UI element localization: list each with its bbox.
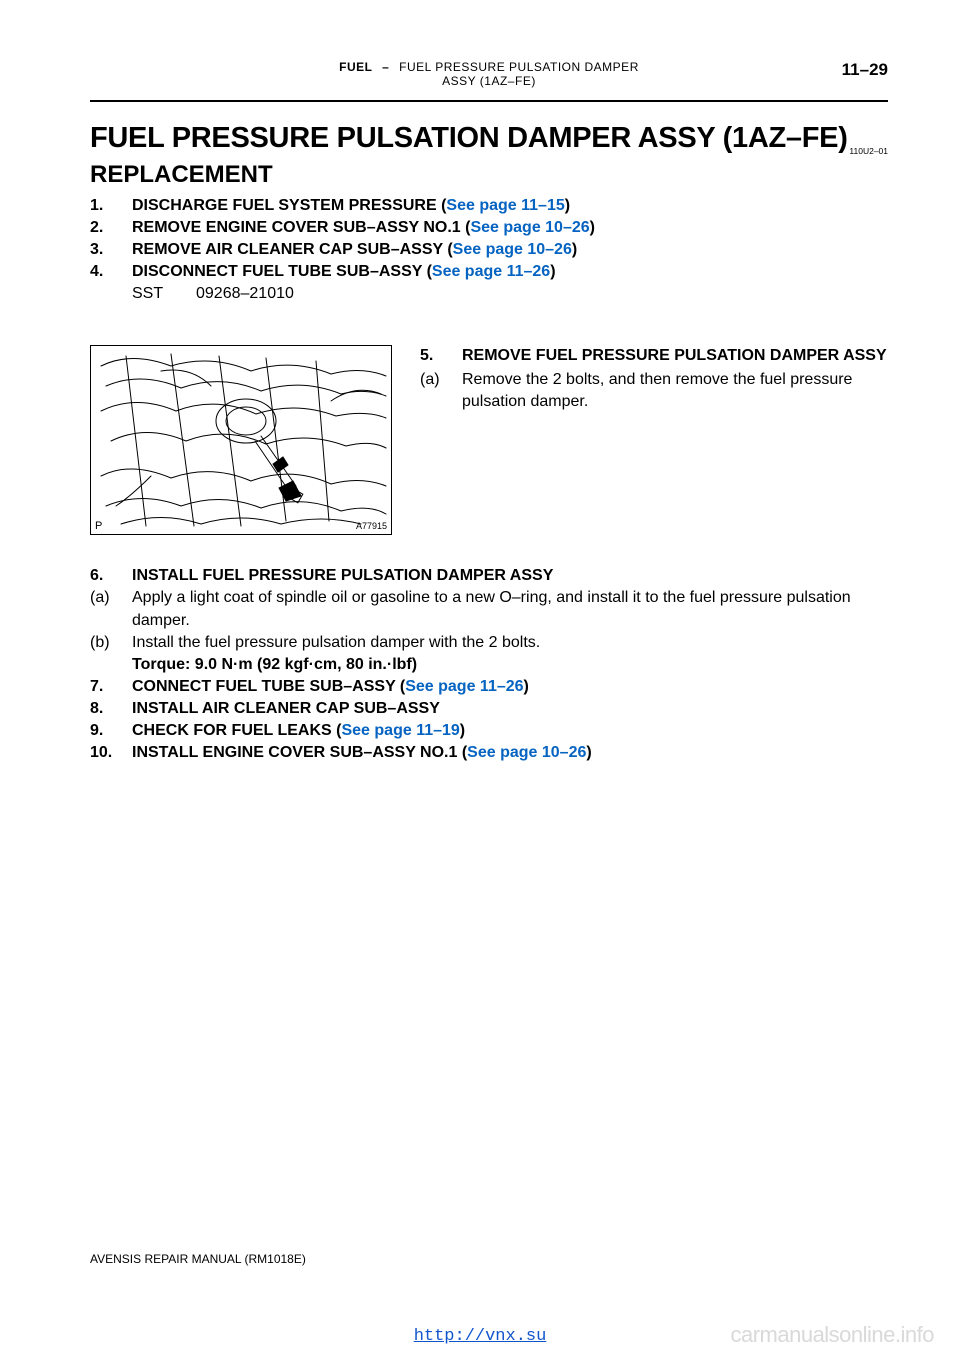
step-6a: (a) Apply a light coat of spindle oil or… — [90, 587, 888, 631]
step-10: 10. INSTALL ENGINE COVER SUB–ASSY NO.1 (… — [90, 742, 888, 764]
step-4: 4. DISCONNECT FUEL TUBE SUB–ASSY (See pa… — [90, 261, 888, 283]
footer-manual-id: AVENSIS REPAIR MANUAL (RM1018E) — [90, 1252, 306, 1266]
top-steps: 1. DISCHARGE FUEL SYSTEM PRESSURE (See p… — [90, 195, 888, 305]
step-2: 2. REMOVE ENGINE COVER SUB–ASSY NO.1 (Se… — [90, 217, 888, 239]
document-code: 110U2–01 — [849, 146, 888, 156]
step-8: 8. INSTALL AIR CLEANER CAP SUB–ASSY — [90, 698, 888, 720]
header-topic-line2: ASSY (1AZ–FE) — [90, 74, 888, 88]
step-4-sst: SST09268–21010 — [90, 283, 888, 305]
link-11-15[interactable]: See page 11–15 — [446, 197, 564, 214]
step-5-title: REMOVE FUEL PRESSURE PULSATION DAMPER AS… — [462, 345, 887, 367]
step-7: 7. CONNECT FUEL TUBE SUB–ASSY (See page … — [90, 676, 888, 698]
sub-title: REPLACEMENT — [90, 161, 888, 189]
header-section: FUEL — [339, 60, 372, 74]
figure-and-step5: P A77915 5. REMOVE FUEL PRESSURE PULSATI… — [90, 345, 888, 535]
step-5: 5. REMOVE FUEL PRESSURE PULSATION DAMPER… — [420, 345, 888, 535]
header-topic-line1: FUEL PRESSURE PULSATION DAMPER — [399, 60, 639, 74]
header-center: FUEL – FUEL PRESSURE PULSATION DAMPER AS… — [90, 60, 888, 88]
figure-p-label: P — [95, 520, 102, 532]
step-1: 1. DISCHARGE FUEL SYSTEM PRESSURE (See p… — [90, 195, 888, 217]
link-11-26-b[interactable]: See page 11–26 — [405, 678, 523, 695]
main-title: FUEL PRESSURE PULSATION DAMPER ASSY (1AZ… — [90, 122, 888, 155]
header-separator: – — [376, 60, 395, 74]
header-rule — [90, 100, 888, 102]
step-3: 3. REMOVE AIR CLEANER CAP SUB–ASSY (See … — [90, 239, 888, 261]
step-6: 6. INSTALL FUEL PRESSURE PULSATION DAMPE… — [90, 565, 888, 587]
link-11-19[interactable]: See page 11–19 — [341, 722, 459, 739]
figure-code: A77915 — [356, 521, 387, 531]
link-10-26-c[interactable]: See page 10–26 — [467, 744, 586, 761]
page-header: FUEL – FUEL PRESSURE PULSATION DAMPER AS… — [90, 60, 888, 96]
link-11-26-a[interactable]: See page 11–26 — [432, 263, 550, 280]
page: FUEL – FUEL PRESSURE PULSATION DAMPER AS… — [0, 0, 960, 1358]
step-5-body: Remove the 2 bolts, and then remove the … — [462, 369, 888, 412]
continuation-steps: 6. INSTALL FUEL PRESSURE PULSATION DAMPE… — [90, 565, 888, 764]
watermark-vnx: http://vnx.su — [414, 1327, 547, 1346]
figure-a77915: P A77915 — [90, 345, 392, 535]
engine-illustration — [91, 346, 391, 534]
step-6b: (b) Install the fuel pressure pulsation … — [90, 632, 888, 654]
watermark-carmanuals: carmanualsonline.info — [730, 1322, 934, 1348]
step-9: 9. CHECK FOR FUEL LEAKS (See page 11–19) — [90, 720, 888, 742]
link-10-26-a[interactable]: See page 10–26 — [470, 219, 589, 236]
link-10-26-b[interactable]: See page 10–26 — [453, 241, 572, 258]
torque-spec: Torque: 9.0 N·m (92 kgf·cm, 80 in.·lbf) — [132, 654, 888, 676]
